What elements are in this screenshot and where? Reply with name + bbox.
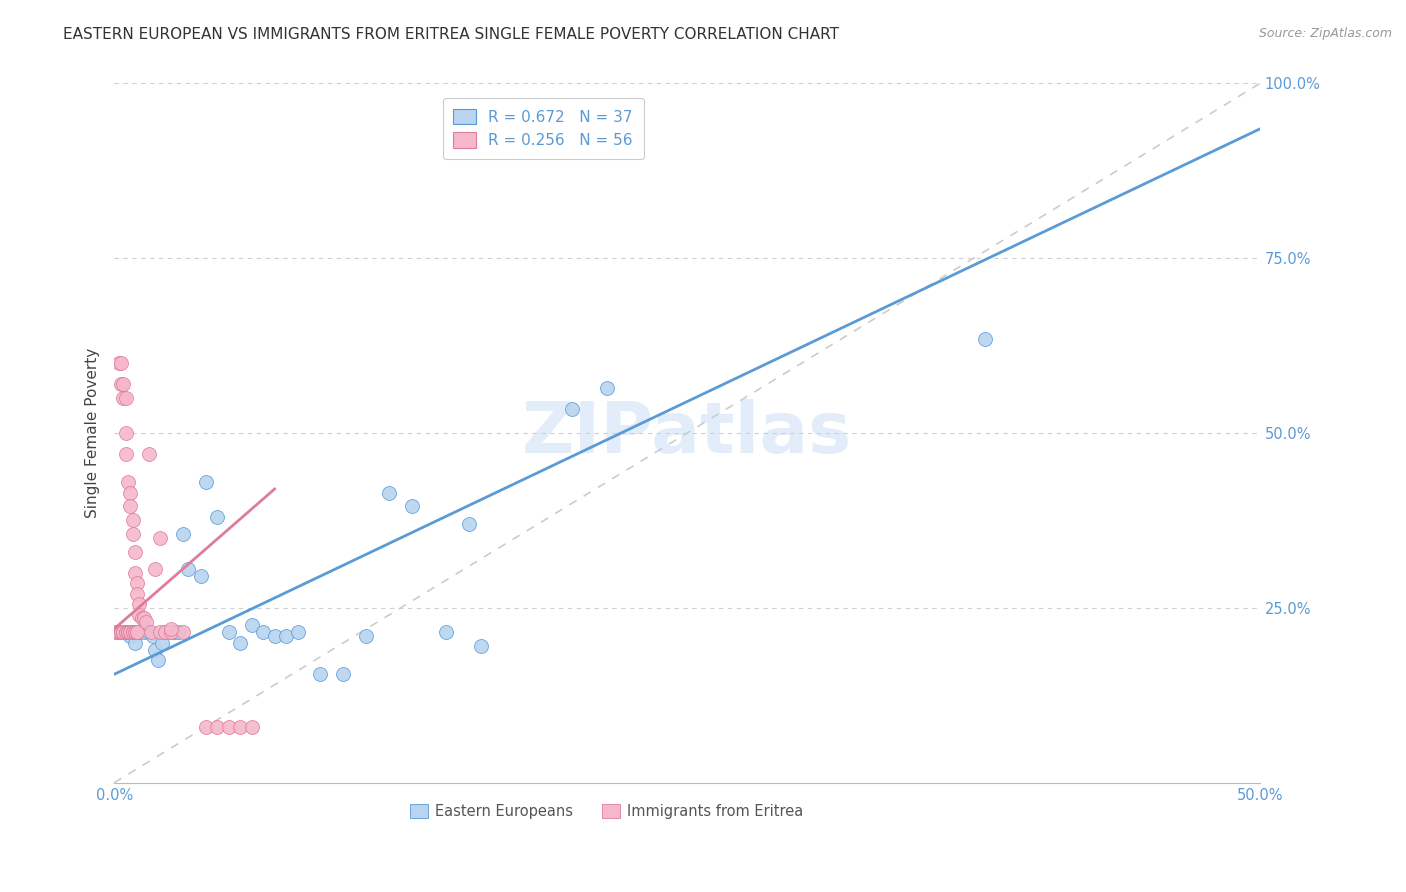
Point	[561, 401, 583, 416]
Point	[470, 640, 492, 654]
Point	[153, 625, 176, 640]
Text: ZIPatlas: ZIPatlas	[522, 399, 852, 467]
Point	[146, 653, 169, 667]
Point	[105, 625, 128, 640]
Point	[114, 391, 136, 405]
Point	[138, 625, 160, 640]
Point	[112, 625, 135, 640]
Point	[114, 447, 136, 461]
Point	[378, 485, 401, 500]
Point	[110, 356, 132, 370]
Point	[127, 625, 149, 640]
Point	[120, 500, 142, 514]
Point	[332, 667, 354, 681]
Point	[240, 720, 263, 734]
Point	[117, 625, 139, 640]
Point	[114, 625, 136, 640]
Point	[135, 615, 157, 629]
Point	[596, 381, 619, 395]
Point	[229, 636, 252, 650]
Point	[131, 611, 153, 625]
Point	[124, 566, 146, 580]
Point	[218, 625, 240, 640]
Legend: Eastern Europeans, Immigrants from Eritrea: Eastern Europeans, Immigrants from Eritr…	[405, 797, 810, 824]
Point	[207, 720, 229, 734]
Point	[149, 625, 172, 640]
Point	[128, 607, 150, 622]
Point	[139, 625, 162, 640]
Point	[112, 625, 135, 640]
Point	[107, 625, 129, 640]
Point	[121, 513, 143, 527]
Point	[142, 629, 165, 643]
Point	[194, 720, 217, 734]
Point	[114, 426, 136, 441]
Point	[112, 377, 135, 392]
Point	[240, 618, 263, 632]
Point	[128, 625, 150, 640]
Point	[124, 625, 146, 640]
Text: Source: ZipAtlas.com: Source: ZipAtlas.com	[1258, 27, 1392, 40]
Point	[172, 625, 194, 640]
Point	[163, 625, 186, 640]
Point	[190, 569, 212, 583]
Point	[124, 545, 146, 559]
Point	[229, 720, 252, 734]
Point	[149, 531, 172, 545]
Point	[458, 516, 481, 531]
Point	[160, 625, 183, 640]
Point	[132, 611, 155, 625]
Point	[194, 475, 217, 489]
Point	[114, 625, 136, 640]
Point	[252, 625, 274, 640]
Point	[110, 625, 132, 640]
Point	[124, 625, 146, 640]
Point	[112, 391, 135, 405]
Point	[112, 625, 135, 640]
Point	[401, 500, 423, 514]
Point	[263, 629, 285, 643]
Point	[121, 625, 143, 640]
Point	[132, 625, 155, 640]
Point	[274, 629, 297, 643]
Point	[160, 625, 183, 640]
Point	[107, 625, 129, 640]
Point	[105, 625, 128, 640]
Point	[167, 625, 190, 640]
Point	[121, 625, 143, 640]
Point	[127, 576, 149, 591]
Point	[207, 510, 229, 524]
Point	[110, 377, 132, 392]
Point	[121, 527, 143, 541]
Point	[287, 625, 309, 640]
Point	[127, 587, 149, 601]
Point	[107, 356, 129, 370]
Point	[153, 625, 176, 640]
Point	[117, 625, 139, 640]
Point	[145, 562, 167, 576]
Point	[160, 622, 183, 636]
Point	[138, 447, 160, 461]
Point	[128, 598, 150, 612]
Point	[354, 629, 377, 643]
Point	[218, 720, 240, 734]
Point	[145, 643, 167, 657]
Y-axis label: Single Female Poverty: Single Female Poverty	[86, 348, 100, 518]
Point	[120, 485, 142, 500]
Point	[117, 475, 139, 489]
Point	[150, 636, 173, 650]
Point	[124, 636, 146, 650]
Point	[176, 562, 198, 576]
Point	[120, 629, 142, 643]
Point	[120, 625, 142, 640]
Point	[120, 625, 142, 640]
Text: EASTERN EUROPEAN VS IMMIGRANTS FROM ERITREA SINGLE FEMALE POVERTY CORRELATION CH: EASTERN EUROPEAN VS IMMIGRANTS FROM ERIT…	[63, 27, 839, 42]
Point	[110, 625, 132, 640]
Point	[974, 332, 997, 346]
Point	[436, 625, 458, 640]
Point	[172, 527, 194, 541]
Point	[127, 625, 149, 640]
Point	[309, 667, 332, 681]
